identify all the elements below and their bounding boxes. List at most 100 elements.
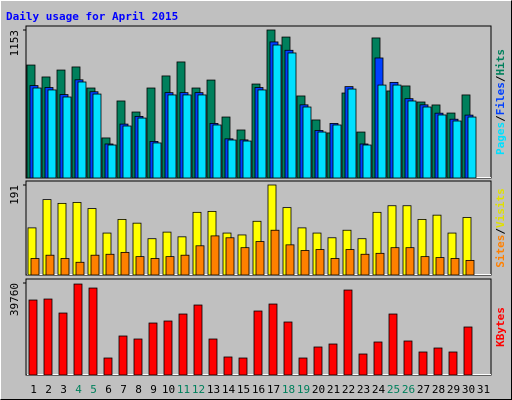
bar	[345, 249, 355, 276]
x-tick-label: 28	[432, 383, 445, 396]
bar	[302, 106, 312, 179]
x-tick-label: 18	[282, 383, 295, 396]
bar	[77, 81, 87, 179]
bar	[148, 322, 158, 376]
bar	[253, 310, 263, 376]
bar	[268, 303, 278, 376]
bar	[197, 94, 207, 179]
bar	[463, 326, 473, 376]
bar	[242, 140, 252, 179]
x-tick-label: 12	[192, 383, 205, 396]
bar	[225, 237, 235, 276]
bar	[210, 235, 220, 276]
bar	[118, 335, 128, 376]
x-tick-label: 27	[417, 383, 430, 396]
legend-entry: Sites	[494, 235, 507, 268]
bar	[150, 258, 160, 276]
bar	[167, 94, 177, 179]
bar	[287, 52, 297, 179]
x-tick-label: 25	[387, 383, 400, 396]
bar	[60, 258, 70, 276]
legend: KBytes	[494, 307, 507, 347]
x-tick-label: 15	[237, 383, 250, 396]
x-tick-label: 13	[207, 383, 220, 396]
bar	[315, 249, 325, 276]
legend-entry: Files	[494, 82, 507, 115]
bar	[137, 117, 147, 179]
bar	[212, 124, 222, 179]
x-tick-label: 20	[312, 383, 325, 396]
bar	[362, 144, 372, 179]
bar	[332, 124, 342, 179]
bar	[257, 89, 267, 179]
bar	[285, 244, 295, 276]
bar	[208, 338, 218, 376]
bar	[448, 351, 458, 376]
bar	[358, 353, 368, 376]
bar	[360, 253, 370, 276]
bar	[43, 298, 53, 376]
legend-entry: Pages	[494, 122, 507, 155]
bar	[193, 304, 203, 376]
x-tick-label: 3	[60, 383, 67, 396]
x-tick-label: 6	[105, 383, 112, 396]
bar	[223, 356, 233, 376]
bar	[195, 245, 205, 276]
legend-separator: /	[494, 115, 507, 122]
legend-entry: Hits	[494, 49, 507, 76]
x-tick-label: 31	[477, 383, 490, 396]
bar	[328, 343, 338, 376]
x-tick-label: 30	[462, 383, 475, 396]
bar	[375, 252, 385, 276]
bar	[227, 139, 237, 179]
bar	[317, 131, 327, 179]
x-tick-label: 24	[372, 383, 386, 396]
bar	[182, 94, 192, 179]
bar	[313, 346, 323, 376]
bar	[107, 144, 117, 179]
legend: Pages/Files/Hits	[494, 49, 507, 155]
bar	[75, 261, 85, 276]
bar	[240, 247, 250, 276]
legend: Sites/Visits	[494, 188, 507, 268]
bar	[272, 44, 282, 179]
bar	[28, 299, 38, 376]
bar	[452, 120, 462, 179]
bar	[238, 357, 248, 376]
x-tick-label: 7	[120, 383, 127, 396]
bar	[465, 259, 475, 276]
bar	[32, 87, 42, 179]
bar	[298, 357, 308, 376]
bar	[388, 313, 398, 376]
x-tick-label: 5	[90, 383, 97, 396]
bar	[422, 106, 432, 179]
bar	[62, 96, 72, 179]
bar	[103, 357, 113, 376]
bar	[58, 312, 68, 376]
bar	[437, 114, 447, 179]
legend-entry: KBytes	[494, 307, 507, 347]
bar	[178, 313, 188, 376]
bar	[105, 253, 115, 276]
bar	[88, 287, 98, 376]
bar	[403, 340, 413, 376]
y-tick-label: 39760	[8, 283, 21, 316]
bar	[330, 258, 340, 276]
bar	[165, 256, 175, 276]
bar	[433, 347, 443, 376]
x-tick-label: 29	[447, 383, 460, 396]
x-tick-label: 19	[297, 383, 310, 396]
bar	[45, 254, 55, 276]
x-tick-label: 10	[162, 383, 175, 396]
bar	[300, 250, 310, 276]
bar	[122, 125, 132, 179]
chart-title: Daily usage for April 2015	[6, 10, 178, 23]
bar	[180, 254, 190, 276]
bar	[450, 258, 460, 276]
x-tick-label: 8	[135, 383, 142, 396]
x-tick-label: 14	[222, 383, 236, 396]
bar	[255, 241, 265, 276]
bar	[390, 247, 400, 276]
